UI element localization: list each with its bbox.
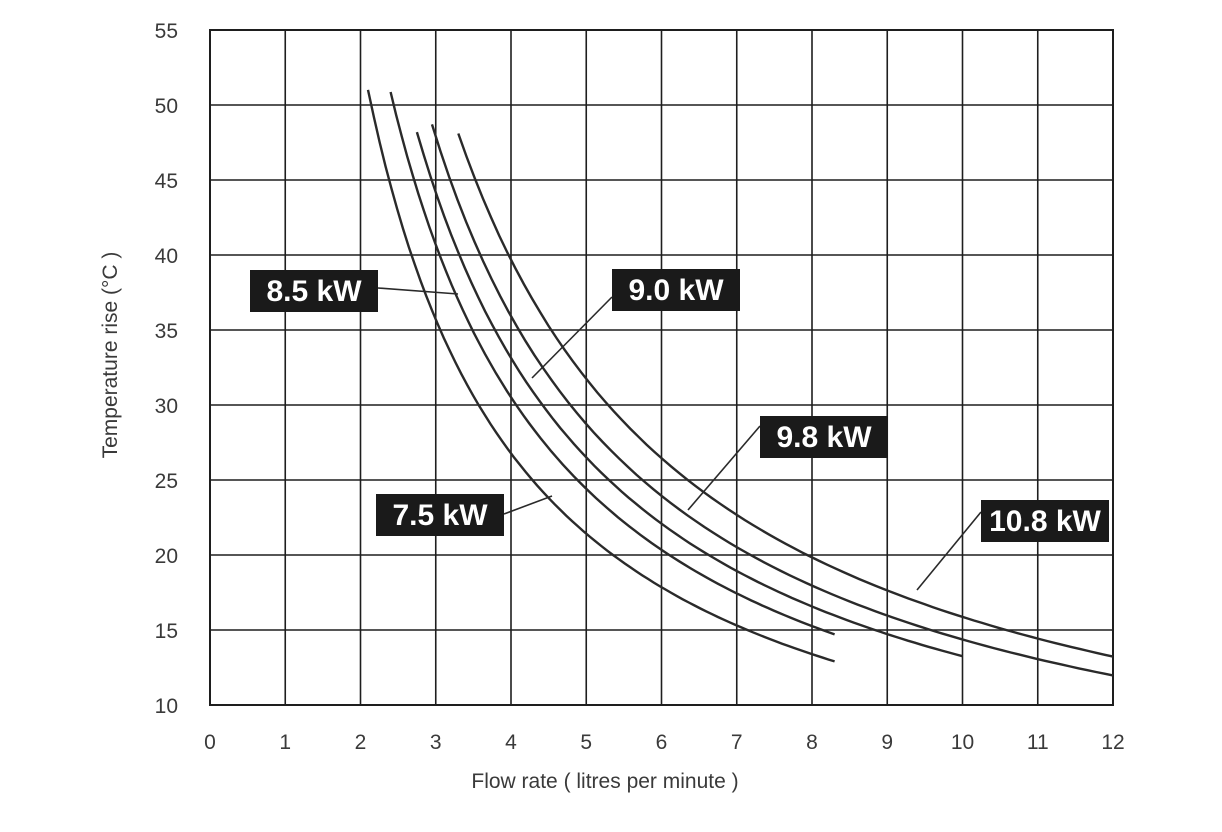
x-tick-label: 7 (731, 731, 743, 754)
x-tick-label: 8 (806, 731, 818, 754)
x-tick-label: 6 (656, 731, 668, 754)
series-line-9-8-kW (430, 124, 1114, 677)
x-tick-label: 12 (1101, 731, 1124, 754)
y-tick-label: 25 (155, 470, 178, 493)
label-box-9-0-kW (612, 269, 740, 311)
series-line-10-8-kW (457, 133, 1114, 658)
y-tick-label: 35 (155, 320, 178, 343)
series-label-9-0-kW: 9.0 kW (628, 274, 724, 307)
y-tick-label: 55 (155, 20, 178, 43)
y-tick-label: 30 (155, 395, 178, 418)
x-tick-label: 5 (580, 731, 592, 754)
label-box-8-5-kW (250, 270, 378, 312)
x-tick-label: 11 (1027, 731, 1049, 754)
y-tick-label: 10 (155, 695, 178, 718)
plot-frame (209, 29, 1114, 706)
grid (209, 29, 1114, 706)
label-box-7-5-kW (376, 494, 504, 536)
leader-line-8-5-kW (377, 287, 459, 295)
series-line-8-5-kW (389, 91, 836, 636)
y-tick-label: 45 (155, 170, 178, 193)
series-lines (366, 89, 1114, 677)
x-tick-label: 3 (430, 731, 442, 754)
x-tick-label: 4 (505, 731, 517, 754)
x-axis-title: Flow rate ( litres per minute ) (471, 770, 738, 793)
x-tick-label: 9 (881, 731, 893, 754)
y-tick-label: 40 (155, 245, 178, 268)
series-label-10-8-kW: 10.8 kW (989, 505, 1101, 538)
leader-line-9-0-kW (531, 296, 613, 379)
y-axis-title: Temperature rise (°C ) (99, 252, 122, 459)
y-tick-label: 20 (155, 545, 178, 568)
label-box-9-8-kW (760, 416, 888, 458)
x-tick-label: 1 (279, 731, 291, 754)
y-tick-label: 15 (155, 620, 178, 643)
series-annotations: 8.5 kW 9.0 kW 9.8 kW 7.5 kW 10.8 kW (250, 269, 1109, 591)
x-tick-label: 10 (951, 731, 974, 754)
leader-line-10-8-kW (916, 511, 982, 591)
label-box-10-8-kW (981, 500, 1109, 542)
x-tick-label: 2 (355, 731, 367, 754)
series-line-7-5-kW (366, 89, 835, 663)
leader-line-7-5-kW (503, 495, 553, 515)
x-axis-tick-labels: 0 1 2 3 4 5 6 7 8 9 10 11 12 (204, 731, 1125, 754)
x-tick-label: 0 (204, 731, 216, 754)
series-label-7-5-kW: 7.5 kW (392, 499, 488, 532)
series-label-9-8-kW: 9.8 kW (776, 421, 872, 454)
y-tick-label: 50 (155, 95, 178, 118)
y-axis-tick-labels: 10 15 20 25 30 35 40 45 50 55 (155, 20, 178, 718)
series-label-8-5-kW: 8.5 kW (266, 275, 362, 308)
leader-line-9-8-kW (687, 425, 761, 511)
series-line-9-0-kW (415, 131, 963, 658)
